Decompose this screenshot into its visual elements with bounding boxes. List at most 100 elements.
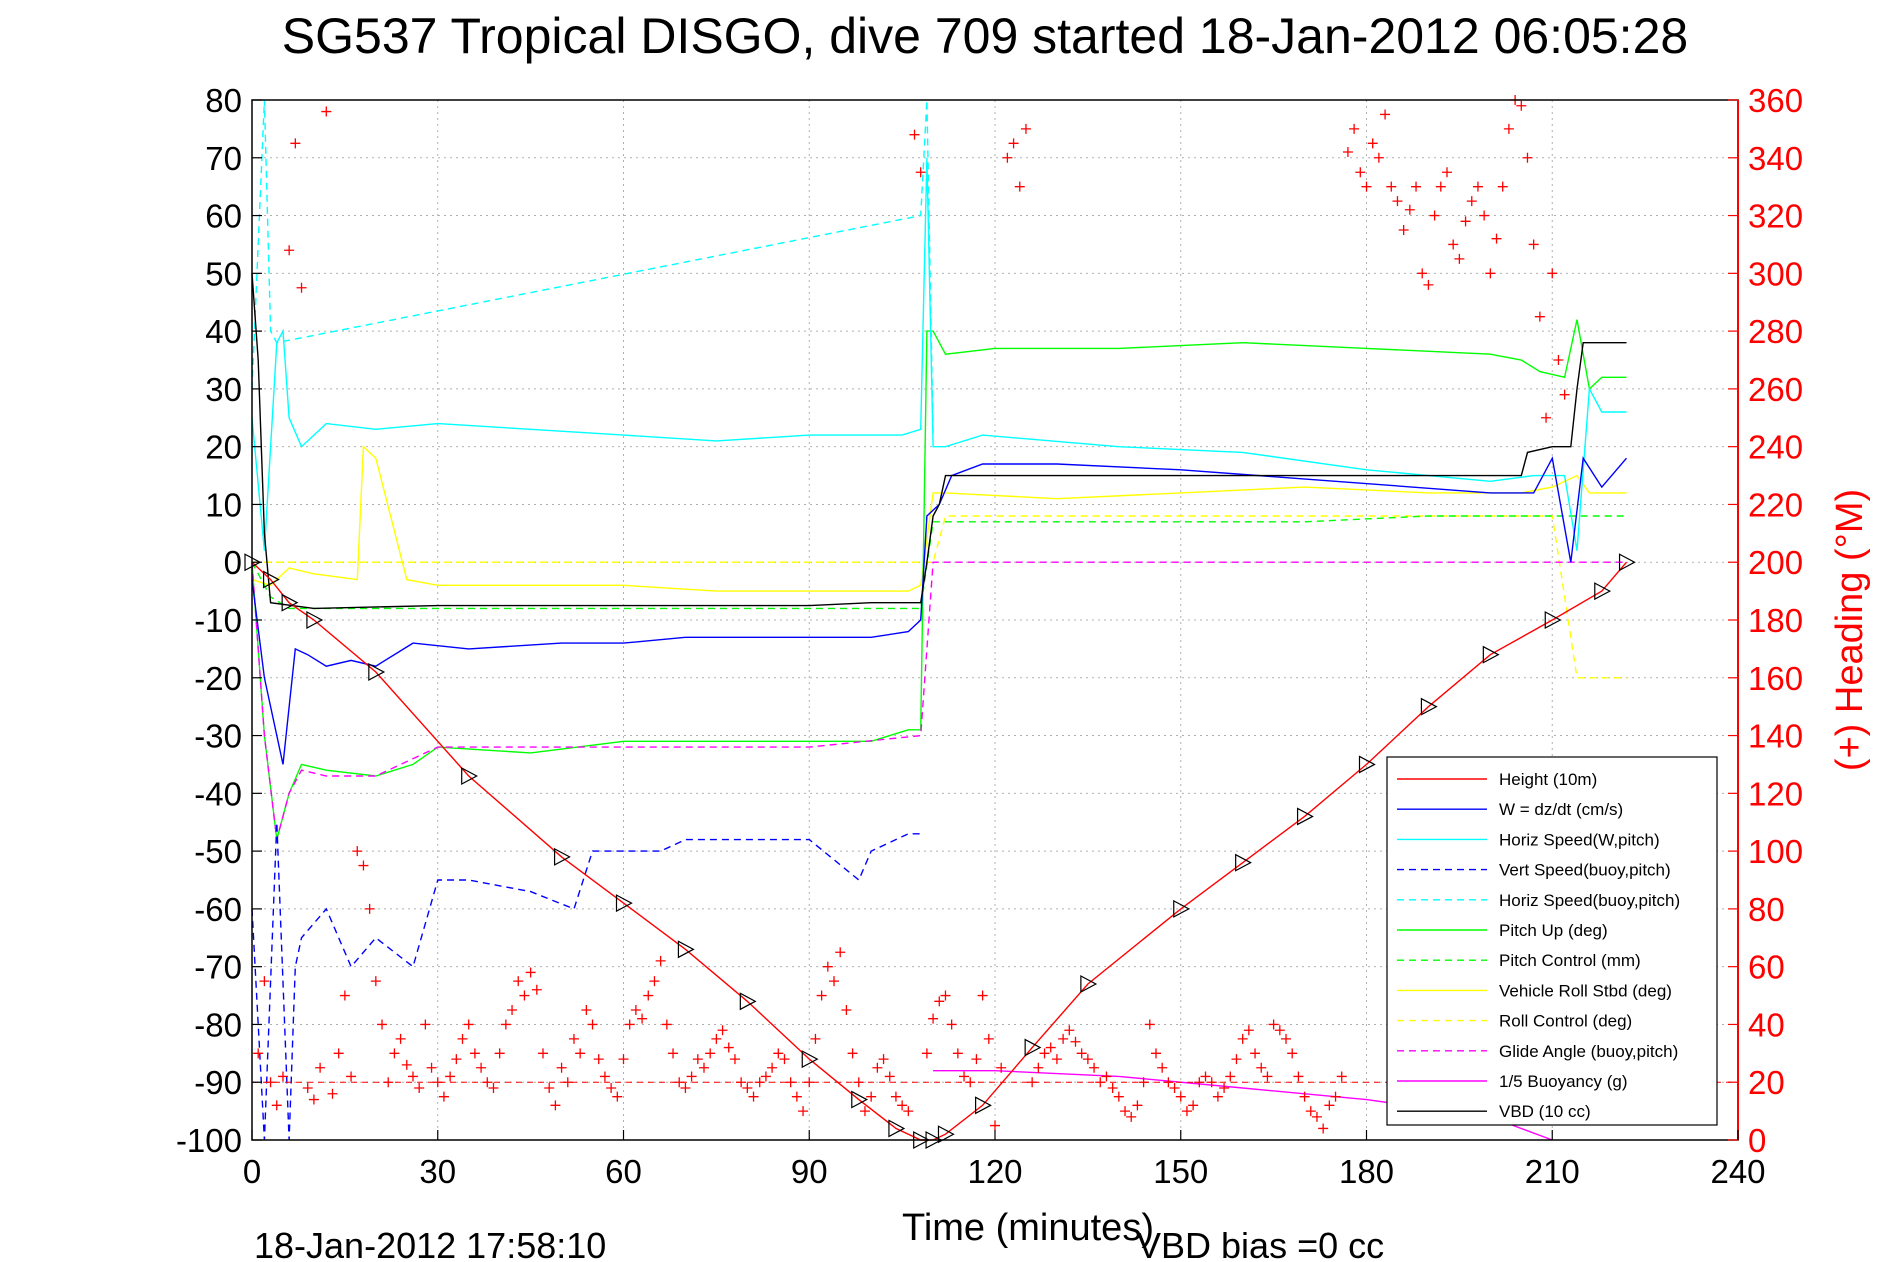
- heading-point: [1324, 1100, 1335, 1111]
- heading-point: [1417, 268, 1428, 279]
- heading-point: [1144, 1019, 1155, 1030]
- heading-point: [1194, 1077, 1205, 1088]
- heading-point: [1101, 1071, 1112, 1082]
- heading-point: [1330, 1091, 1341, 1102]
- y2-tick-label: 220: [1748, 486, 1803, 523]
- y-tick-label: 40: [205, 313, 242, 350]
- heading-point: [1287, 1048, 1298, 1059]
- y-tick-label: -10: [194, 602, 242, 639]
- heading-point: [1299, 1091, 1310, 1102]
- heading-point: [921, 1048, 932, 1059]
- footer-timestamp: 18-Jan-2012 17:58:10: [254, 1225, 606, 1262]
- heading-point: [1163, 1077, 1174, 1088]
- depth-marker: [1080, 975, 1098, 993]
- heading-point: [996, 1062, 1007, 1073]
- depth-marker: [851, 1090, 869, 1109]
- heading-point: [866, 1091, 877, 1102]
- heading-point: [1516, 100, 1527, 111]
- heading-point: [612, 1091, 623, 1102]
- heading-point: [952, 1048, 963, 1059]
- y2-tick-label: 340: [1748, 140, 1803, 177]
- series-line-glide_angle: [251, 561, 1627, 840]
- heading-point: [1089, 1062, 1100, 1073]
- depth-marker: [262, 570, 280, 589]
- heading-point: [1386, 181, 1397, 192]
- depth-marker: [1594, 582, 1612, 601]
- y2-tick-label: 40: [1748, 1006, 1785, 1043]
- heading-point: [909, 129, 920, 140]
- y-tick-label: -60: [194, 891, 242, 928]
- heading-point: [358, 860, 369, 871]
- x-tick-label: 0: [243, 1153, 261, 1190]
- heading-point: [810, 1033, 821, 1044]
- heading-point: [618, 1054, 629, 1065]
- heading-point: [550, 1100, 561, 1111]
- heading-point: [686, 1071, 697, 1082]
- heading-point: [1367, 138, 1378, 149]
- legend-label-height: Height (10m): [1499, 770, 1597, 789]
- heading-point: [779, 1054, 790, 1065]
- heading-point: [1243, 1025, 1254, 1036]
- heading-point: [1237, 1033, 1248, 1044]
- heading-point: [946, 1019, 957, 1030]
- heading-point: [445, 1071, 456, 1082]
- depth-marker: [739, 992, 757, 1011]
- heading-point: [1305, 1106, 1316, 1117]
- heading-point: [928, 1013, 939, 1024]
- heading-point: [339, 990, 350, 1001]
- heading-point: [983, 1033, 994, 1044]
- heading-point: [438, 1091, 449, 1102]
- depth-marker: [306, 611, 324, 629]
- heading-point: [1113, 1091, 1124, 1102]
- heading-point: [1020, 123, 1031, 134]
- heading-point: [1219, 1083, 1230, 1093]
- y-tick-label: 70: [205, 140, 242, 177]
- depth-marker: [975, 1096, 992, 1115]
- heading-point: [698, 1062, 709, 1073]
- heading-point: [327, 1088, 338, 1099]
- heading-point: [488, 1083, 499, 1093]
- heading-point: [1082, 1054, 1093, 1065]
- footer-vbd-bias: VBD bias =0 cc: [1137, 1225, 1384, 1262]
- heading-point: [352, 846, 363, 857]
- heading-point: [525, 967, 536, 978]
- heading-point: [277, 1071, 288, 1082]
- heading-point: [624, 1019, 635, 1030]
- heading-point: [1274, 1025, 1285, 1036]
- heading-point: [377, 1019, 388, 1030]
- heading-point: [754, 1077, 765, 1088]
- heading-point: [1423, 279, 1434, 290]
- heading-point: [1435, 181, 1446, 192]
- heading-point: [1095, 1077, 1106, 1088]
- depth-marker: [1024, 1038, 1042, 1057]
- x-tick-label: 150: [1153, 1153, 1208, 1190]
- heading-point: [494, 1048, 505, 1059]
- heading-point: [1553, 355, 1564, 365]
- depth-marker: [615, 894, 633, 913]
- heading-point: [1404, 204, 1415, 215]
- heading-point: [599, 1071, 610, 1082]
- series-line-horiz_speed: [251, 157, 1627, 551]
- heading-point: [1411, 181, 1422, 192]
- heading-point: [1528, 239, 1539, 250]
- heading-point: [798, 1106, 809, 1117]
- depth-marker: [801, 1050, 819, 1069]
- heading-point: [1051, 1054, 1062, 1065]
- heading-point: [1206, 1077, 1217, 1088]
- heading-point: [1541, 412, 1552, 423]
- heading-point: [760, 1071, 771, 1082]
- heading-point: [897, 1100, 908, 1111]
- heading-point: [990, 1120, 1000, 1131]
- heading-point: [1150, 1048, 1161, 1059]
- x-tick-label: 180: [1339, 1153, 1394, 1190]
- legend-label-buoyancy: 1/5 Buoyancy (g): [1499, 1072, 1628, 1091]
- heading-point: [890, 1091, 901, 1102]
- heading-point: [562, 1077, 573, 1088]
- heading-point: [1008, 138, 1019, 149]
- heading-point: [482, 1077, 493, 1088]
- heading-point: [1033, 1062, 1044, 1073]
- heading-point: [1256, 1062, 1267, 1073]
- heading-point: [395, 1033, 406, 1044]
- heading-point: [1138, 1077, 1149, 1088]
